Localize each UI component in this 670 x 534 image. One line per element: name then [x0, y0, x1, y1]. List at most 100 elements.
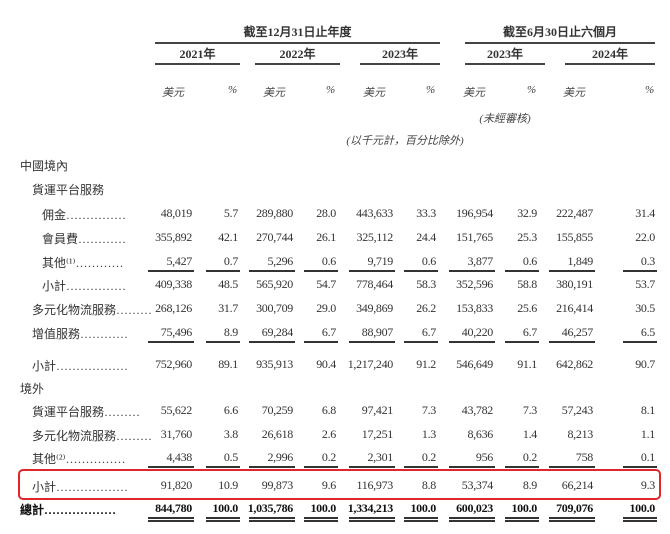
single-underline	[206, 466, 240, 468]
percent-cell: 8.9	[522, 478, 537, 492]
percent-cell: 6.7	[522, 325, 537, 339]
row-label: 貨運平台服務………	[32, 405, 141, 419]
unit-percent: %	[426, 84, 436, 96]
percent-cell: 0.5	[223, 450, 238, 464]
double-underline	[349, 517, 395, 522]
percent-cell: 32.9	[517, 206, 537, 220]
row-label: 佣金……………	[42, 208, 127, 222]
single-underline	[449, 466, 495, 468]
amount-cell: 2,996	[267, 450, 293, 464]
percent-cell: 28.0	[316, 206, 336, 220]
amount-cell: 1,334,213	[347, 501, 394, 515]
single-underline	[449, 270, 495, 272]
header-rule	[465, 42, 655, 44]
amount-cell: 1,849	[567, 254, 593, 268]
amount-cell: 709,076	[556, 501, 593, 515]
percent-cell: 8.9	[223, 325, 238, 339]
percent-cell: 91.1	[517, 357, 537, 371]
amount-cell: 758	[575, 450, 593, 464]
percent-cell: 8.1	[640, 403, 655, 417]
single-underline	[148, 270, 194, 272]
single-underline	[249, 466, 295, 468]
amount-cell: 116,973	[356, 478, 394, 492]
percent-cell: 25.3	[517, 230, 537, 244]
double-underline	[249, 517, 295, 522]
double-underline	[505, 517, 539, 522]
single-underline	[623, 466, 657, 468]
percent-cell: 30.5	[635, 301, 655, 315]
row-label: 其他⁽¹⁾…………	[42, 256, 124, 270]
unit-amount: 美元	[463, 87, 485, 99]
percent-cell: 24.4	[416, 230, 436, 244]
percent-cell: 25.6	[517, 301, 537, 315]
single-underline	[623, 270, 657, 272]
single-underline	[304, 466, 338, 468]
row-label: 多元化物流服務………	[32, 303, 153, 317]
double-underline	[206, 517, 240, 522]
header-year: 2022年	[279, 47, 316, 61]
row-label: 貨運平台服務	[32, 183, 105, 197]
amount-cell: 642,862	[556, 357, 593, 371]
amount-cell: 1,217,240	[347, 357, 394, 371]
single-underline	[505, 270, 539, 272]
amount-cell: 956	[475, 450, 493, 464]
double-underline	[148, 517, 194, 522]
percent-cell: 0.1	[640, 450, 655, 464]
percent-cell: 0.2	[321, 450, 336, 464]
percent-cell: 31.7	[218, 301, 238, 315]
amount-cell: 57,243	[561, 403, 594, 417]
percent-cell: 54.7	[316, 277, 336, 291]
amount-cell: 9,719	[367, 254, 393, 268]
percent-cell: 6.8	[321, 403, 336, 417]
single-underline	[449, 341, 495, 343]
row-label: 小計………………	[32, 359, 129, 373]
percent-cell: 1.3	[421, 427, 436, 441]
amount-cell: 26,618	[261, 427, 294, 441]
double-underline	[304, 517, 338, 522]
double-underline	[449, 517, 495, 522]
percent-cell: 8.8	[421, 478, 436, 492]
amount-cell: 91,820	[160, 478, 193, 492]
header-fiscal-year-group: 截至12月31日止年度	[243, 25, 352, 39]
header-six-months-group: 截至6月30日止六個月	[502, 25, 617, 39]
amount-cell: 1,035,786	[247, 501, 294, 515]
single-underline	[304, 341, 338, 343]
amount-cell: 153,833	[456, 301, 493, 315]
row-label: 小計………………	[32, 480, 129, 494]
double-underline	[549, 517, 595, 522]
amount-cell: 325,112	[356, 230, 394, 244]
amount-cell: 53,374	[461, 478, 494, 492]
percent-cell: 9.3	[640, 478, 655, 492]
percent-cell: 26.2	[416, 301, 436, 315]
amount-cell: 349,869	[356, 301, 393, 315]
single-underline	[349, 341, 395, 343]
single-underline	[549, 270, 595, 272]
percent-cell: 0.2	[522, 450, 537, 464]
amount-cell: 600,023	[456, 501, 493, 515]
amount-cell: 752,960	[155, 357, 192, 371]
row-label: 增值服務…………	[32, 327, 129, 341]
percent-cell: 100.0	[511, 501, 537, 515]
amount-cell: 222,487	[556, 206, 593, 220]
percent-cell: 5.7	[223, 206, 238, 220]
header-rule	[155, 42, 440, 44]
amount-cell: 443,633	[356, 206, 393, 220]
amount-cell: 546,649	[456, 357, 493, 371]
percent-cell: 29.0	[316, 301, 336, 315]
percent-cell: 6.7	[421, 325, 436, 339]
amount-cell: 88,907	[361, 325, 394, 339]
percent-cell: 100.0	[310, 501, 336, 515]
amount-cell: 268,126	[155, 301, 192, 315]
percent-cell: 0.6	[321, 254, 336, 268]
percent-cell: 6.5	[640, 325, 655, 339]
unit-amount: 美元	[263, 87, 285, 99]
single-underline	[249, 341, 295, 343]
single-underline	[148, 341, 194, 343]
percent-cell: 90.7	[635, 357, 655, 371]
amount-cell: 352,596	[456, 277, 493, 291]
amount-cell: 99,873	[261, 478, 294, 492]
amount-cell: 778,464	[356, 277, 393, 291]
double-underline	[404, 517, 438, 522]
header-year: 2023年	[486, 47, 523, 61]
percent-cell: 100.0	[212, 501, 238, 515]
